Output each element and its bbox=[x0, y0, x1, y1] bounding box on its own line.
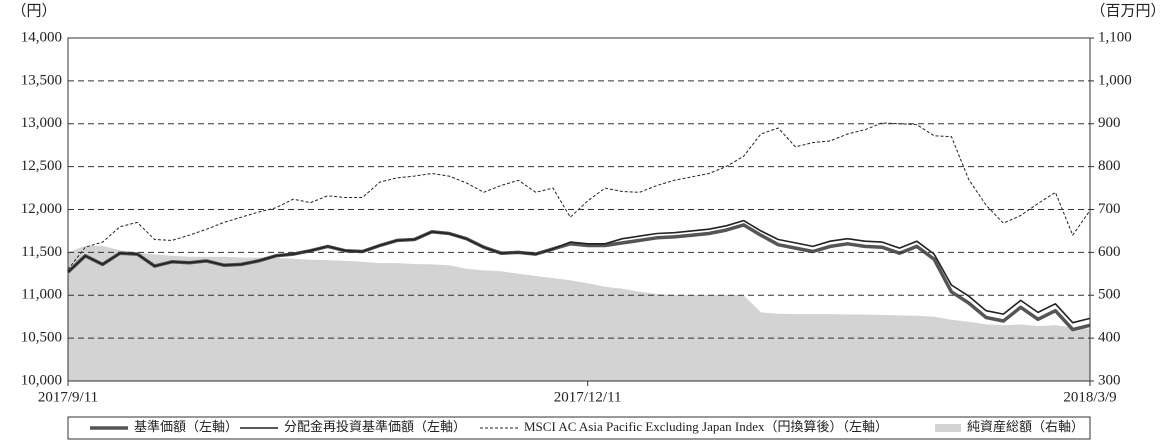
x-tick-label: 2017/9/11 bbox=[38, 389, 98, 405]
y-tick-label: 10,000 bbox=[21, 372, 62, 388]
y-tick-label: 12,500 bbox=[21, 158, 62, 174]
y-axis-unit: （円） bbox=[11, 2, 56, 19]
y-tick-label: 11,000 bbox=[21, 287, 62, 303]
y2-axis-unit: （百万円） bbox=[1090, 2, 1162, 19]
y2-tick-label: 400 bbox=[1098, 330, 1121, 346]
y-tick-label: 12,000 bbox=[21, 201, 62, 217]
legend-label: 基準価額（左軸） bbox=[134, 419, 238, 434]
y-tick-label: 10,500 bbox=[21, 330, 62, 346]
legend-box bbox=[67, 416, 1091, 440]
y-tick-label: 13,000 bbox=[21, 115, 62, 131]
y-tick-label: 11,500 bbox=[21, 244, 62, 260]
y2-tick-label: 900 bbox=[1098, 115, 1121, 131]
plot-frame bbox=[67, 37, 1091, 382]
x-tick-label: 2017/12/11 bbox=[554, 389, 622, 405]
y2-tick-label: 600 bbox=[1098, 244, 1121, 260]
y-tick-label: 14,000 bbox=[21, 29, 62, 45]
line bbox=[67, 122, 1091, 270]
y2-tick-label: 700 bbox=[1098, 201, 1121, 217]
legend-label: 純資産総額（右軸） bbox=[967, 419, 1084, 434]
y-tick-label: 13,500 bbox=[21, 72, 62, 88]
area bbox=[68, 245, 1090, 381]
legend-label: 分配金再投資基準価額（左軸） bbox=[284, 419, 466, 434]
line bbox=[67, 219, 1091, 324]
y2-tick-label: 1,000 bbox=[1098, 72, 1132, 88]
legend-label: MSCI AC Asia Pacific Excluding Japan Ind… bbox=[524, 419, 888, 434]
legend-swatch bbox=[935, 424, 961, 432]
x-tick-label: 2018/3/9 bbox=[1063, 389, 1116, 405]
y2-tick-label: 1,100 bbox=[1098, 29, 1132, 45]
y2-tick-label: 300 bbox=[1098, 372, 1121, 388]
y2-tick-label: 800 bbox=[1098, 158, 1121, 174]
y2-tick-label: 500 bbox=[1098, 287, 1121, 303]
